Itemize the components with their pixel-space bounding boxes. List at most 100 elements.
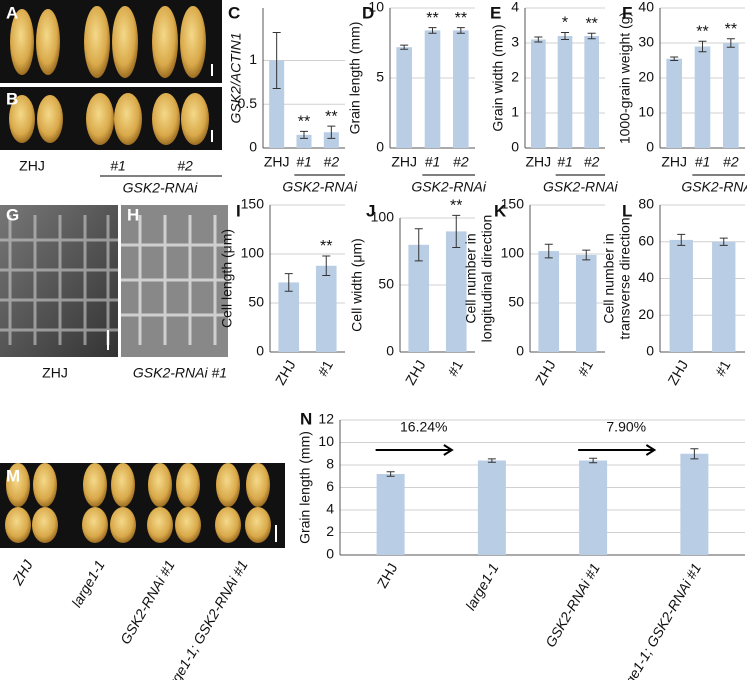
arrow	[578, 444, 657, 456]
x-tick-label: #2	[584, 154, 600, 170]
bar	[680, 453, 709, 555]
bar	[538, 251, 560, 352]
group-label: GSK2-RNAi	[543, 179, 619, 195]
error-bar	[544, 243, 553, 259]
x-tick-label: ZHJ	[661, 154, 687, 170]
grain	[176, 463, 200, 507]
bar	[694, 46, 711, 148]
caption: GSK2-RNAi	[123, 180, 199, 196]
y-tick-label: 2	[326, 523, 334, 539]
grain	[148, 463, 172, 507]
bar	[278, 282, 300, 352]
caption: ZHJ	[9, 556, 37, 588]
x-tick-label: ZHJ	[525, 154, 551, 170]
bar	[396, 47, 412, 149]
grain	[216, 463, 240, 507]
group-label: GSK2-RNAi	[411, 179, 487, 195]
y-tick-label: 0	[386, 343, 394, 359]
bar	[666, 58, 682, 148]
y-tick-label: 10	[368, 0, 384, 15]
error-bar	[487, 458, 496, 463]
y-tick-label: 80	[638, 196, 654, 212]
y-tick-label: 150	[501, 196, 525, 212]
annotation: 16.24%	[400, 419, 447, 435]
annotation: 7.90%	[606, 419, 646, 435]
caption: GSK2-RNAi #1	[133, 365, 227, 381]
y-tick-label: 40	[638, 269, 654, 285]
error-bar	[587, 32, 596, 40]
grain	[5, 507, 31, 543]
y-axis-label: Grain length (mm)	[297, 431, 313, 544]
grain	[175, 507, 201, 543]
panel-label: A	[6, 3, 18, 22]
grain	[33, 463, 57, 507]
bar	[575, 254, 597, 352]
group-label: GSK2-RNAi	[681, 179, 747, 195]
significance: **	[725, 21, 737, 38]
bar	[453, 30, 469, 148]
y-tick-label: 50	[508, 294, 524, 310]
error-bar	[589, 457, 598, 464]
bar	[323, 132, 339, 148]
x-tick-label: ZHJ	[391, 154, 417, 170]
y-axis-label: Grain width (mm)	[490, 24, 506, 131]
y-axis-label: Cell number in	[601, 233, 617, 323]
significance: **	[696, 23, 708, 40]
y-tick-label: 12	[318, 411, 334, 427]
y-tick-label: 50	[378, 276, 394, 292]
error-bar	[677, 233, 686, 246]
grain	[111, 463, 135, 507]
grain	[110, 507, 136, 543]
photo-b: B	[0, 87, 222, 150]
x-tick-label: #1	[314, 357, 336, 379]
bar	[424, 30, 441, 148]
panel-label: B	[6, 89, 18, 108]
caption: #1	[110, 158, 126, 174]
photo-a: A	[0, 0, 222, 83]
x-tick-label: large1-1; GSK2-RNAi #1	[614, 560, 705, 680]
y-tick-label: 5	[376, 69, 384, 85]
y-axis-label: longitudinal direction	[479, 215, 495, 343]
panel-label: N	[300, 409, 312, 428]
y-tick-label: 2	[511, 69, 519, 85]
x-tick-label: #1	[425, 154, 441, 170]
panel-label: F	[622, 3, 632, 22]
x-tick-label: #1	[296, 154, 312, 170]
y-tick-label: 0	[646, 139, 654, 155]
y-axis-label: 1000-grain weight (g)	[617, 12, 633, 144]
x-tick-label: ZHJ	[264, 154, 290, 170]
bar	[269, 60, 285, 148]
error-bar	[400, 44, 409, 50]
x-tick-label: #1	[712, 357, 734, 379]
significance: **	[426, 10, 438, 27]
x-tick-label: ZHJ	[664, 357, 691, 387]
x-tick-label: GSK2-RNAi #1	[542, 560, 603, 650]
grain	[32, 507, 58, 543]
bar	[669, 239, 693, 352]
grain	[6, 463, 30, 507]
panel-label: M	[6, 466, 20, 485]
x-tick-label: #1	[557, 154, 573, 170]
significance: **	[455, 10, 467, 27]
error-bar	[452, 214, 461, 248]
panel-label: H	[127, 205, 139, 224]
error-bar	[284, 273, 293, 292]
panel-label: E	[490, 3, 501, 22]
y-tick-label: 0	[326, 546, 334, 562]
bar	[477, 460, 506, 555]
y-tick-label: 20	[638, 69, 654, 85]
x-tick-label: #2	[723, 154, 739, 170]
y-tick-label: 20	[638, 306, 654, 322]
y-tick-label: 0	[256, 343, 264, 359]
significance: **	[585, 15, 597, 32]
bar	[712, 241, 736, 352]
x-tick-label: #2	[453, 154, 469, 170]
y-tick-label: 100	[241, 245, 265, 261]
y-tick-label: 4	[326, 501, 334, 517]
error-bar	[300, 130, 308, 139]
caption: ZHJ	[42, 365, 68, 381]
panel-label: D	[362, 3, 374, 22]
x-tick-label: ZHJ	[272, 357, 299, 387]
panel-label: L	[622, 201, 632, 220]
